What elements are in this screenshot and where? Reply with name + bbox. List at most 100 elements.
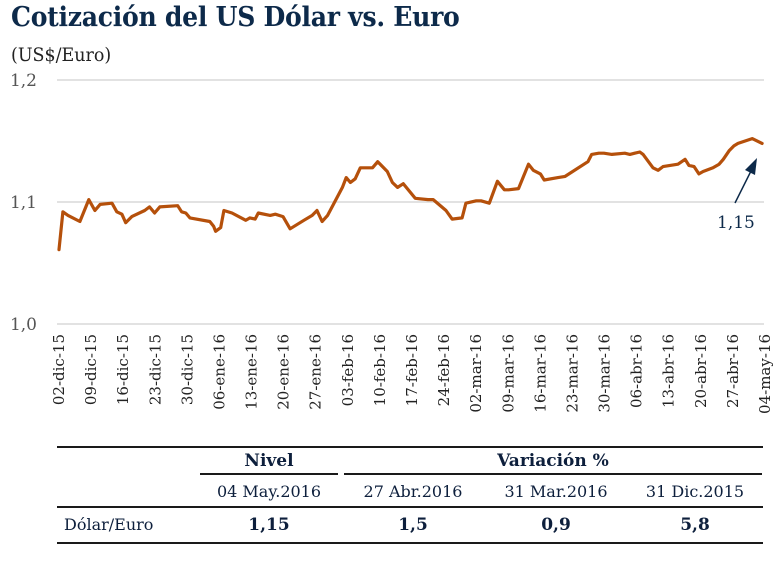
x-tick-label: 20-abr-16 [692,334,710,408]
data-point [702,170,704,173]
data-point [111,202,113,204]
data-point [269,214,272,217]
data-point [345,176,348,179]
header-variacion: Variación % [497,451,609,471]
x-tick-label: 13-abr-16 [660,334,678,408]
data-point [543,179,545,181]
table-mid-rule [57,506,763,508]
table-cell: 1,15 [248,515,290,535]
data-point [598,152,600,154]
data-point [432,198,435,201]
series-line-usd-euro [57,137,764,252]
y-tick-label: 1,0 [10,315,37,335]
data-point [718,163,720,165]
data-point [58,248,60,251]
y-tick-label: 1,1 [10,193,37,213]
data-point [527,163,530,165]
grid-lines [57,79,764,325]
data-point [587,160,589,163]
data-point [629,153,631,156]
data-point [603,152,605,154]
data-point [590,153,593,156]
data-point [79,220,81,223]
data-point [376,160,379,163]
nivel-underline [200,473,338,475]
x-tick-label: 16-mar-16 [531,334,549,413]
data-point [131,215,133,218]
x-tick-label: 02-dic-15 [50,334,68,405]
data-point [677,163,679,165]
chart-subtitle: (US$/Euro) [11,44,112,66]
table-bottom-rule [57,542,763,544]
data-point [303,219,305,222]
data-point [688,164,690,167]
variacion-underline [344,473,762,475]
x-tick-label: 16-dic-15 [114,334,132,405]
x-tick-label: 09-dic-15 [82,334,100,405]
data-point [517,187,520,190]
data-point [633,152,636,154]
data-point [326,214,329,217]
data-point [539,173,542,175]
x-tick-label: 03-feb-16 [339,334,357,406]
data-point [698,173,700,175]
data-point [359,167,362,169]
data-point [402,182,405,185]
data-point [249,217,251,219]
data-point [427,198,429,201]
data-point [737,142,739,145]
table-cell: 0,9 [541,515,571,535]
data-point [496,180,499,183]
x-tick-label: 20-ene-16 [275,334,293,410]
data-point [639,151,641,153]
x-tick-label: 23-mar-16 [563,334,581,413]
data-point [153,212,156,214]
data-point [214,230,217,233]
data-point [209,220,211,223]
data-point [185,212,187,214]
x-tick-label: 27-abr-16 [724,334,742,408]
x-tick-label: 09-mar-16 [499,334,517,413]
data-point [564,175,566,178]
data-point [751,137,753,140]
data-point [642,153,644,156]
x-tick-label: 10-feb-16 [371,334,389,406]
row-label: Dólar/Euro [64,515,154,534]
data-point [159,206,161,208]
data-point [475,200,478,202]
x-tick-label: 30-mar-16 [596,334,614,413]
data-point [693,165,695,168]
data-point [624,152,626,154]
data-point [321,220,323,223]
data-point [657,169,659,172]
data-point [465,202,467,204]
data-point [611,153,613,156]
data-point [212,225,215,228]
data-point [88,198,90,201]
data-point [143,209,146,212]
data-point [341,186,344,189]
data-point [391,181,394,184]
line-chart: 1,0 1,1 1,2 02-dic-15 09-dic-15 16-dic-15 23-… [10,71,774,414]
data-point [316,209,318,212]
data-point [451,218,453,220]
data-point [311,214,314,217]
data-point [761,142,763,145]
data-point [354,178,357,180]
data-point [67,214,69,217]
column-header: 31 Dic.2015 [645,482,745,501]
data-point [728,150,730,152]
data-point [94,209,96,212]
header-nivel: Nivel [244,451,294,471]
data-point [371,167,374,169]
x-tick-label: 06-abr-16 [628,334,646,408]
x-tick-label: 17-feb-16 [403,334,421,406]
x-tick-label: 30-dic-15 [178,334,196,405]
data-point [62,211,64,213]
column-header: 31 Mar.2016 [504,482,608,501]
x-tick-label: 02-mar-16 [467,334,485,413]
data-point [684,158,686,161]
x-tick-label: 13-ene-16 [243,334,261,410]
x-tick-label: 27-ene-16 [307,334,325,410]
data-point [733,145,735,147]
